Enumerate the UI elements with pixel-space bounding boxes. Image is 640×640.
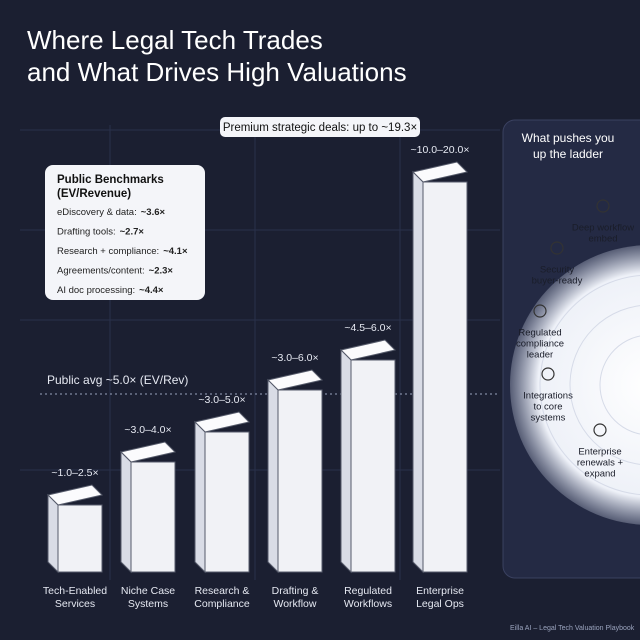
benchmark-box [45,165,205,300]
tier-block-top [267,369,323,391]
tier-block-face [204,431,250,573]
driver-icon [541,367,555,381]
tier-label: Workflow [274,598,317,610]
tier-block-front [340,348,352,574]
benchmark-value: ~3.6× [141,207,166,218]
tier-block-top [340,339,396,361]
tier-range: ~1.0–2.5× [51,467,98,479]
tier-label: Regulated [344,585,392,597]
benchmark-value: ~4.1× [163,246,188,257]
tier-block-front [194,420,206,574]
avg-label: Public avg ~5.0× (EV/Rev) [47,373,188,387]
tier-range: ~3.0–6.0× [271,352,318,364]
footer: Eilla AI – Legal Tech Valuation Playbook [510,625,635,632]
tier-block-front [267,378,279,574]
title-line: Where Legal Tech Trades [27,25,323,55]
driver-label: embed [588,234,617,245]
tier-block-front [120,450,132,574]
driver-label: Security [540,265,575,276]
tier-label: Compliance [194,598,250,610]
benchmark-item: AI doc processing: ~4.4× [57,285,164,296]
tier-block-top [47,484,103,506]
driver-icon [593,423,607,437]
benchmark-label: eDiscovery & data: [57,207,137,218]
driver-label: expand [584,469,615,480]
driver-label: Enterprise [578,447,621,458]
tier-block-face [350,359,396,573]
benchmark-value: ~2.3× [149,265,174,276]
tier-range: ~3.0–5.0× [198,394,245,406]
driver-label: leader [527,350,553,361]
benchmark-item: eDiscovery & data: ~3.6× [57,207,165,218]
benchmark-item: Research + compliance: ~4.1× [57,246,188,257]
tier-block-face [130,461,176,573]
tier-label: Legal Ops [416,598,464,610]
drivers-title: up the ladder [533,147,603,161]
tier-block-top [120,441,176,463]
tier-label: Services [55,598,95,610]
tier-label: Systems [128,598,168,610]
benchmark-label: Drafting tools: [57,226,116,237]
tier-label: Tech-Enabled [43,585,107,597]
tier-block-face [277,389,323,573]
benchmark-label: AI doc processing: [57,285,135,296]
tier-block-top [412,161,468,183]
tier-range: ~4.5–6.0× [344,322,391,334]
driver-label: to core [533,402,562,413]
driver-icon [596,199,610,213]
benchmark-title: Public Benchmarks [57,174,164,186]
tier-block-face [422,181,468,573]
rings [539,274,640,496]
driver-icon [533,304,547,318]
drivers-title: What pushes you [522,131,615,145]
driver-label: Regulated [518,328,561,339]
driver-label: buyer-ready [532,276,583,287]
driver-label: compliance [516,339,564,350]
driver-icon [550,241,564,255]
benchmark-value: ~2.7× [120,226,145,237]
benchmark-value: ~4.4× [139,285,164,296]
tier-range: ~10.0–20.0× [411,144,470,156]
driver-label: Deep workflow [572,223,634,234]
drivers-glow [510,245,640,525]
title-line: and What Drives High Valuations [27,57,407,87]
driver-label: renewals + [577,458,624,469]
tier-label: Enterprise [416,585,464,597]
tier-block-top [194,411,250,433]
benchmark-label: Research + compliance: [57,246,159,257]
benchmark-title: (EV/Revenue) [57,188,131,200]
benchmark-label: Agreements/content: [57,265,145,276]
tier-range: ~3.0–4.0× [124,424,171,436]
tier-block-face [57,504,103,573]
tier-block-front [412,170,424,574]
premium-box [220,117,420,137]
tier-label: Drafting & [272,585,319,597]
tier-block-front [47,493,59,574]
benchmark-item: Drafting tools: ~2.7× [57,226,144,237]
tier-label: Research & [195,585,250,597]
driver-label: Integrations [523,391,573,402]
premium-callout: Premium strategic deals: up to ~19.3× [223,122,417,134]
tier-label: Niche Case [121,585,175,597]
tier-label: Workflows [344,598,392,610]
driver-label: systems [531,413,566,424]
benchmark-item: Agreements/content: ~2.3× [57,265,173,276]
